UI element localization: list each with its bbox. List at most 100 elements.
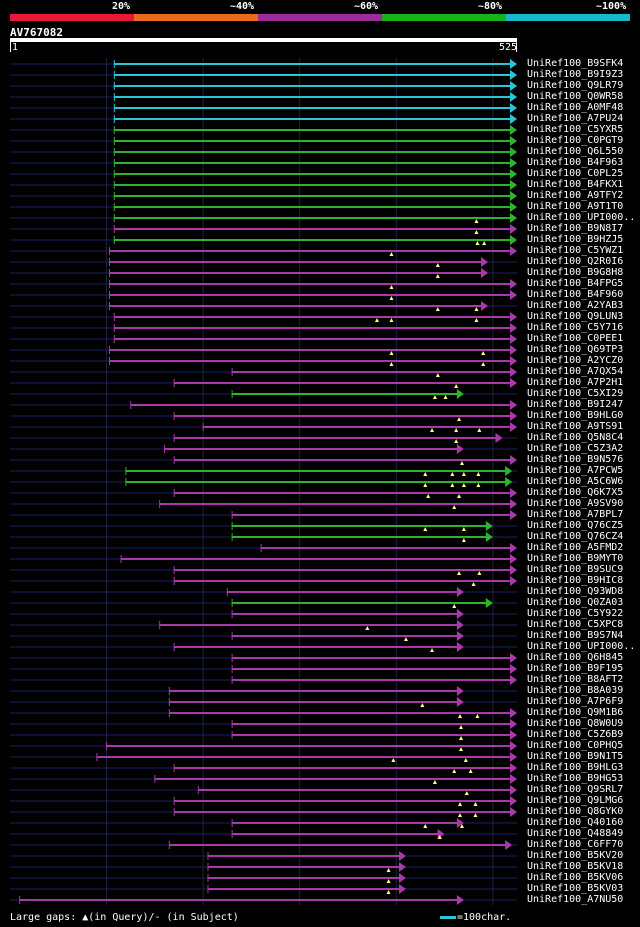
hit-label[interactable]: UniRef100_A7PCW5 [527, 465, 624, 476]
hit-label[interactable]: UniRef100_Q6K7X5 [527, 487, 624, 498]
hit-label[interactable]: UniRef100_Q8GYK0 [527, 806, 624, 817]
hit-label[interactable]: UniRef100_B9N1T5 [527, 751, 624, 762]
hit-label[interactable]: UniRef100_B4F963 [527, 157, 624, 168]
hit-label[interactable]: UniRef100_C5YXR5 [527, 124, 624, 135]
query-gap-marker [452, 604, 457, 608]
hit-label[interactable]: UniRef100_B9HLG3 [527, 762, 624, 773]
legend-segment [10, 14, 134, 21]
hit-label[interactable]: UniRef100_B5KV06 [527, 872, 624, 883]
hit-label[interactable]: UniRef100_Q9LUN3 [527, 311, 624, 322]
hit-label[interactable]: UniRef100_C5XPC8 [527, 619, 624, 630]
hit-label[interactable]: UniRef100_B9I247 [527, 399, 624, 410]
query-gap-marker [474, 307, 479, 311]
hit-label[interactable]: UniRef100_Q6L550 [527, 146, 624, 157]
query-gap-marker [420, 703, 425, 707]
hit-label[interactable]: UniRef100_A0MF48 [527, 102, 624, 113]
hit-arrowhead [456, 631, 464, 641]
hit-label[interactable]: UniRef100_C5Z6B9 [527, 729, 624, 740]
legend-label: ~40% [230, 1, 255, 12]
hit-arrowhead [510, 136, 517, 146]
hit-label[interactable]: UniRef100_Q9M1B6 [527, 707, 624, 718]
hit-label[interactable]: UniRef100_B9SUC9 [527, 564, 624, 575]
hit-label[interactable]: UniRef100_C0PL25 [527, 168, 624, 179]
hit-label[interactable]: UniRef100_B9HLG0 [527, 410, 624, 421]
query-gap-marker [454, 384, 459, 388]
hit-label[interactable]: UniRef100_C0PGT9 [527, 135, 624, 146]
hit-label[interactable]: UniRef100_A7QX54 [527, 366, 624, 377]
hit-label[interactable]: UniRef100_A7P2H1 [527, 377, 624, 388]
hit-label[interactable]: UniRef100_Q0WR58 [527, 91, 624, 102]
hit-arrowhead [510, 81, 517, 91]
hit-label[interactable]: UniRef100_C0PHQ5 [527, 740, 624, 751]
ruler-start-label: 1 [12, 42, 19, 53]
hit-label[interactable]: UniRef100_B5KV20 [527, 850, 624, 861]
hit-label[interactable]: UniRef100_B9MYT0 [527, 553, 624, 564]
hit-label[interactable]: UniRef100_UPI000.. [527, 641, 636, 652]
hit-label[interactable]: UniRef100_Q48849 [527, 828, 624, 839]
hit-label[interactable]: UniRef100_B9F195 [527, 663, 624, 674]
ruler-end-label: 525 [498, 42, 517, 53]
hit-label[interactable]: UniRef100_Q69TP3 [527, 344, 624, 355]
hit-label[interactable]: UniRef100_B9SFK4 [527, 58, 624, 69]
hit-label[interactable]: UniRef100_A9T1T0 [527, 201, 624, 212]
query-gap-marker [482, 241, 487, 245]
hit-arrowhead [510, 499, 517, 509]
hit-arrowhead [510, 378, 517, 388]
hit-label[interactable]: UniRef100_A5FMD2 [527, 542, 624, 553]
hit-label[interactable]: UniRef100_B8AFT2 [527, 674, 624, 685]
hit-label[interactable]: UniRef100_Q5N8C4 [527, 432, 624, 443]
hit-label[interactable]: UniRef100_B9N8I7 [527, 223, 624, 234]
hit-label[interactable]: UniRef100_A2YCZ0 [527, 355, 624, 366]
hit-label[interactable]: UniRef100_B8A039 [527, 685, 624, 696]
hit-arrowhead [510, 708, 517, 718]
hit-label[interactable]: UniRef100_C5Y716 [527, 322, 624, 333]
hit-label[interactable]: UniRef100_Q40160 [527, 817, 624, 828]
hit-label[interactable]: UniRef100_Q76CZ4 [527, 531, 624, 542]
hit-label[interactable]: UniRef100_B9I9Z3 [527, 69, 624, 80]
hit-label[interactable]: UniRef100_Q8W0U9 [527, 718, 624, 729]
hit-label[interactable]: UniRef100_Q9SRL7 [527, 784, 624, 795]
hit-label[interactable]: UniRef100_A9TS91 [527, 421, 624, 432]
hit-label[interactable]: UniRef100_B9S7N4 [527, 630, 624, 641]
hit-label[interactable]: UniRef100_C6FF70 [527, 839, 624, 850]
hit-label[interactable]: UniRef100_A7PU24 [527, 113, 624, 124]
hit-label[interactable]: UniRef100_A9TFY2 [527, 190, 624, 201]
hit-label[interactable]: UniRef100_Q76CZ5 [527, 520, 624, 531]
hit-label[interactable]: UniRef100_C5Z3A2 [527, 443, 624, 454]
hit-label[interactable]: UniRef100_B5KV03 [527, 883, 624, 894]
hit-label[interactable]: UniRef100_C5Y922 [527, 608, 624, 619]
hit-label[interactable]: UniRef100_Q6H845 [527, 652, 624, 663]
hit-label[interactable]: UniRef100_B9HIC8 [527, 575, 624, 586]
hit-label[interactable]: UniRef100_Q2R0I6 [527, 256, 624, 267]
hit-arrowhead [510, 400, 517, 410]
hit-label[interactable]: UniRef100_Q0ZA03 [527, 597, 624, 608]
hit-arrowhead [481, 257, 489, 267]
hit-label[interactable]: UniRef100_B9HZJ5 [527, 234, 624, 245]
hit-label[interactable]: UniRef100_B4FPG5 [527, 278, 624, 289]
query-gap-marker [386, 890, 391, 894]
hit-label[interactable]: UniRef100_C5XI29 [527, 388, 624, 399]
hit-label[interactable]: UniRef100_A7NU50 [527, 894, 624, 905]
hit-label[interactable]: UniRef100_B5KV18 [527, 861, 624, 872]
hit-label[interactable]: UniRef100_A7P6F9 [527, 696, 624, 707]
hit-label[interactable]: UniRef100_C5YWZ1 [527, 245, 624, 256]
hit-label[interactable]: UniRef100_B9N576 [527, 454, 624, 465]
hit-label[interactable]: UniRef100_A2YAB3 [527, 300, 624, 311]
hit-label[interactable]: UniRef100_A7BPL7 [527, 509, 624, 520]
query-gap-marker [458, 802, 463, 806]
hit-arrowhead [510, 796, 517, 806]
hit-label[interactable]: UniRef100_B9HG53 [527, 773, 624, 784]
hit-label[interactable]: UniRef100_B4FKX1 [527, 179, 624, 190]
hit-label[interactable]: UniRef100_A5C6W6 [527, 476, 624, 487]
hit-label[interactable]: UniRef100_Q93WD8 [527, 586, 624, 597]
hit-arrowhead [510, 334, 517, 344]
query-gap-marker [435, 373, 440, 377]
hit-label[interactable]: UniRef100_Q9LMG6 [527, 795, 624, 806]
hit-label[interactable]: UniRef100_UPI000.. [527, 212, 636, 223]
hit-label[interactable]: UniRef100_B9G8H8 [527, 267, 624, 278]
query-gap-marker [389, 252, 394, 256]
hit-label[interactable]: UniRef100_A9SV90 [527, 498, 624, 509]
hit-label[interactable]: UniRef100_C0PEE1 [527, 333, 624, 344]
hit-label[interactable]: UniRef100_Q9LR79 [527, 80, 624, 91]
hit-label[interactable]: UniRef100_B4F960 [527, 289, 624, 300]
